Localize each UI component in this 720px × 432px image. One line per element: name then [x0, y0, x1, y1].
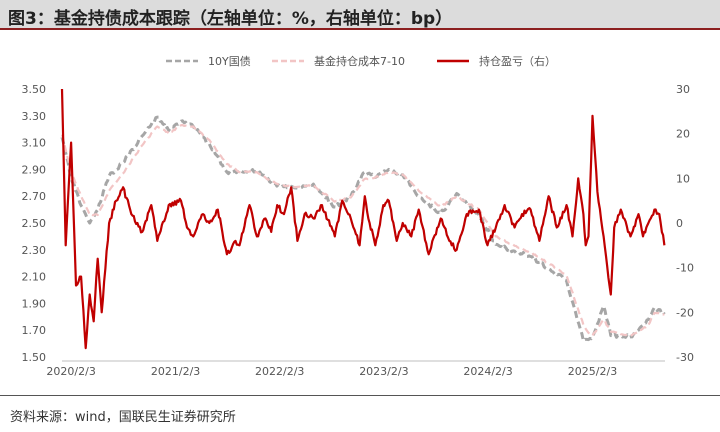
series-line-3	[60, 88, 666, 350]
x-axis-tick-label: 2021/2/3	[151, 365, 200, 378]
left-axis-tick-label: 1.90	[22, 297, 47, 310]
x-axis-tick-label: 2024/2/3	[463, 365, 512, 378]
left-axis-tick-label: 2.50	[22, 217, 47, 230]
x-axis: 2020/2/3 2021/2/3 2022/2/3 2023/2/3 2024/2/3…	[46, 360, 665, 378]
left-axis-tick-label: 3.10	[22, 137, 47, 150]
x-axis-tick-label: 2022/2/3	[255, 365, 304, 378]
right-axis-tick-label: 10	[676, 172, 690, 185]
chart-area: 10Y国债 基金持仓成本7-10 持仓盈亏（右） 1.50 1.70 1.90 2.10 2…	[22, 54, 694, 378]
left-axis-tick-label: 2.90	[22, 163, 47, 176]
x-axis-tick-label: 2020/2/3	[46, 365, 95, 378]
x-axis-tick-label: 2025/2/3	[568, 365, 617, 378]
left-axis-tick-label: 3.30	[22, 110, 47, 123]
right-axis-tick-label: -30	[676, 351, 694, 364]
right-axis-tick-label: -10	[676, 262, 694, 275]
series-line-2	[60, 123, 665, 337]
right-axis-tick-label: 0	[676, 217, 683, 230]
series-group	[60, 88, 666, 350]
left-axis-tick-label: 3.50	[22, 83, 47, 96]
left-axis-tick-label: 2.10	[22, 271, 47, 284]
left-axis: 1.50 1.70 1.90 2.10 2.30 2.50 2.70 2.90 3.10 3.30…	[22, 83, 47, 364]
right-axis-tick-label: 20	[676, 128, 690, 141]
left-axis-tick-label: 2.70	[22, 190, 47, 203]
source-note: 资料来源：wind，国联民生证券研究所	[10, 410, 236, 425]
right-axis-tick-label: 30	[676, 83, 690, 96]
chart-title: 图3：基金持债成本跟踪（左轴单位：%，右轴单位：bp）	[8, 9, 453, 29]
x-axis-tick-label: 2023/2/3	[359, 365, 408, 378]
legend-label: 基金持仓成本7-10	[314, 54, 405, 68]
series-line-1	[60, 115, 666, 343]
right-axis: -30 -20 -10 0 10 20 30	[676, 83, 694, 364]
right-axis-tick-label: -20	[676, 306, 694, 319]
title-bar: 图3：基金持债成本跟踪（左轴单位：%，右轴单位：bp）	[0, 0, 720, 30]
legend-label: 持仓盈亏（右）	[479, 54, 556, 68]
left-axis-tick-label: 1.50	[22, 351, 47, 364]
legend: 10Y国债 基金持仓成本7-10 持仓盈亏（右）	[166, 54, 556, 68]
left-axis-tick-label: 2.30	[22, 244, 47, 257]
legend-label: 10Y国债	[208, 54, 251, 68]
left-axis-tick-label: 1.70	[22, 324, 47, 337]
source-divider	[0, 395, 720, 396]
